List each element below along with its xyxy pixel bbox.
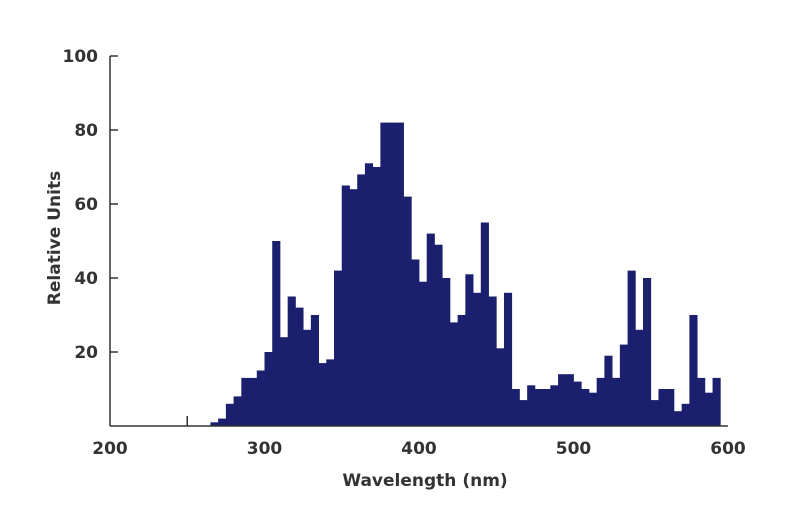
bar-560	[666, 389, 675, 426]
bar-295	[256, 370, 265, 426]
bar-525	[612, 377, 621, 426]
axes-group	[109, 56, 728, 427]
bar-270	[218, 418, 227, 426]
bar-555	[658, 389, 667, 426]
bar-275	[225, 403, 235, 426]
x-tick-label-400: 400	[401, 439, 437, 459]
x-tick-label-500: 500	[556, 439, 592, 459]
y-tick-label-20: 20	[74, 343, 98, 363]
bar-360	[357, 174, 366, 426]
bar-320	[295, 307, 304, 426]
bar-425	[457, 315, 466, 426]
bar-480	[542, 389, 551, 426]
bar-585	[704, 392, 713, 426]
bar-545	[643, 278, 652, 426]
bar-580	[697, 377, 706, 426]
bar-345	[334, 270, 343, 426]
bar-290	[249, 377, 258, 426]
x-axis-title: Wavelength (nm)	[342, 471, 507, 491]
bar-415	[442, 278, 451, 426]
bar-315	[287, 296, 296, 426]
y-axis-title: Relative Units	[45, 171, 65, 305]
bar-590	[712, 377, 721, 426]
bar-300	[264, 352, 273, 426]
y-tick-label-80: 80	[74, 121, 98, 141]
bar-530	[619, 344, 628, 426]
bar-380	[388, 122, 397, 426]
bar-285	[241, 377, 250, 426]
bar-335	[318, 363, 327, 426]
x-tick-label-300: 300	[247, 439, 283, 459]
bar-440	[480, 222, 489, 426]
bar-310	[279, 337, 289, 426]
bar-520	[604, 355, 613, 426]
bar-540	[635, 329, 644, 426]
bar-410	[434, 244, 443, 426]
bar-265	[210, 422, 219, 426]
bar-395	[411, 259, 420, 426]
bar-445	[488, 296, 497, 426]
bar-375	[380, 122, 389, 426]
bar-450	[496, 348, 505, 426]
y-tick-label-40: 40	[74, 269, 98, 289]
x-tick-label-600: 600	[710, 439, 746, 459]
bar-570	[681, 403, 690, 426]
bar-495	[565, 374, 574, 426]
bar-430	[465, 274, 474, 426]
y-tick-label-100: 100	[63, 47, 99, 67]
bar-340	[326, 359, 335, 426]
bar-535	[627, 270, 636, 426]
bar-400	[419, 281, 428, 426]
bar-550	[650, 400, 659, 426]
bar-470	[527, 385, 536, 426]
bar-365	[364, 163, 374, 427]
bar-420	[449, 322, 459, 426]
bar-575	[689, 315, 698, 426]
bar-305	[272, 241, 281, 426]
bar-280	[233, 396, 242, 426]
x-tick-label-200: 200	[92, 439, 128, 459]
x-ticks-group: 200 300 400 500 600	[92, 416, 746, 459]
bar-455	[503, 292, 513, 426]
bar-385	[395, 122, 404, 426]
bar-515	[596, 377, 605, 426]
bar-485	[550, 385, 559, 426]
y-ticks-group: 20 40 60 80 100	[63, 47, 118, 363]
bar-435	[473, 292, 482, 426]
bar-500	[573, 381, 582, 426]
bars-group	[210, 122, 721, 427]
bar-505	[581, 389, 590, 426]
bar-510	[588, 392, 598, 426]
bar-325	[303, 329, 312, 426]
bar-460	[511, 389, 520, 426]
bar-475	[534, 389, 543, 426]
bar-490	[558, 374, 567, 426]
bar-330	[310, 315, 319, 426]
y-tick-label-60: 60	[74, 195, 98, 215]
bar-465	[519, 400, 528, 426]
bar-390	[403, 196, 412, 426]
bar-370	[372, 167, 381, 426]
bar-355	[349, 189, 358, 426]
bar-350	[341, 185, 350, 426]
bar-565	[673, 411, 683, 426]
bar-405	[426, 233, 435, 426]
